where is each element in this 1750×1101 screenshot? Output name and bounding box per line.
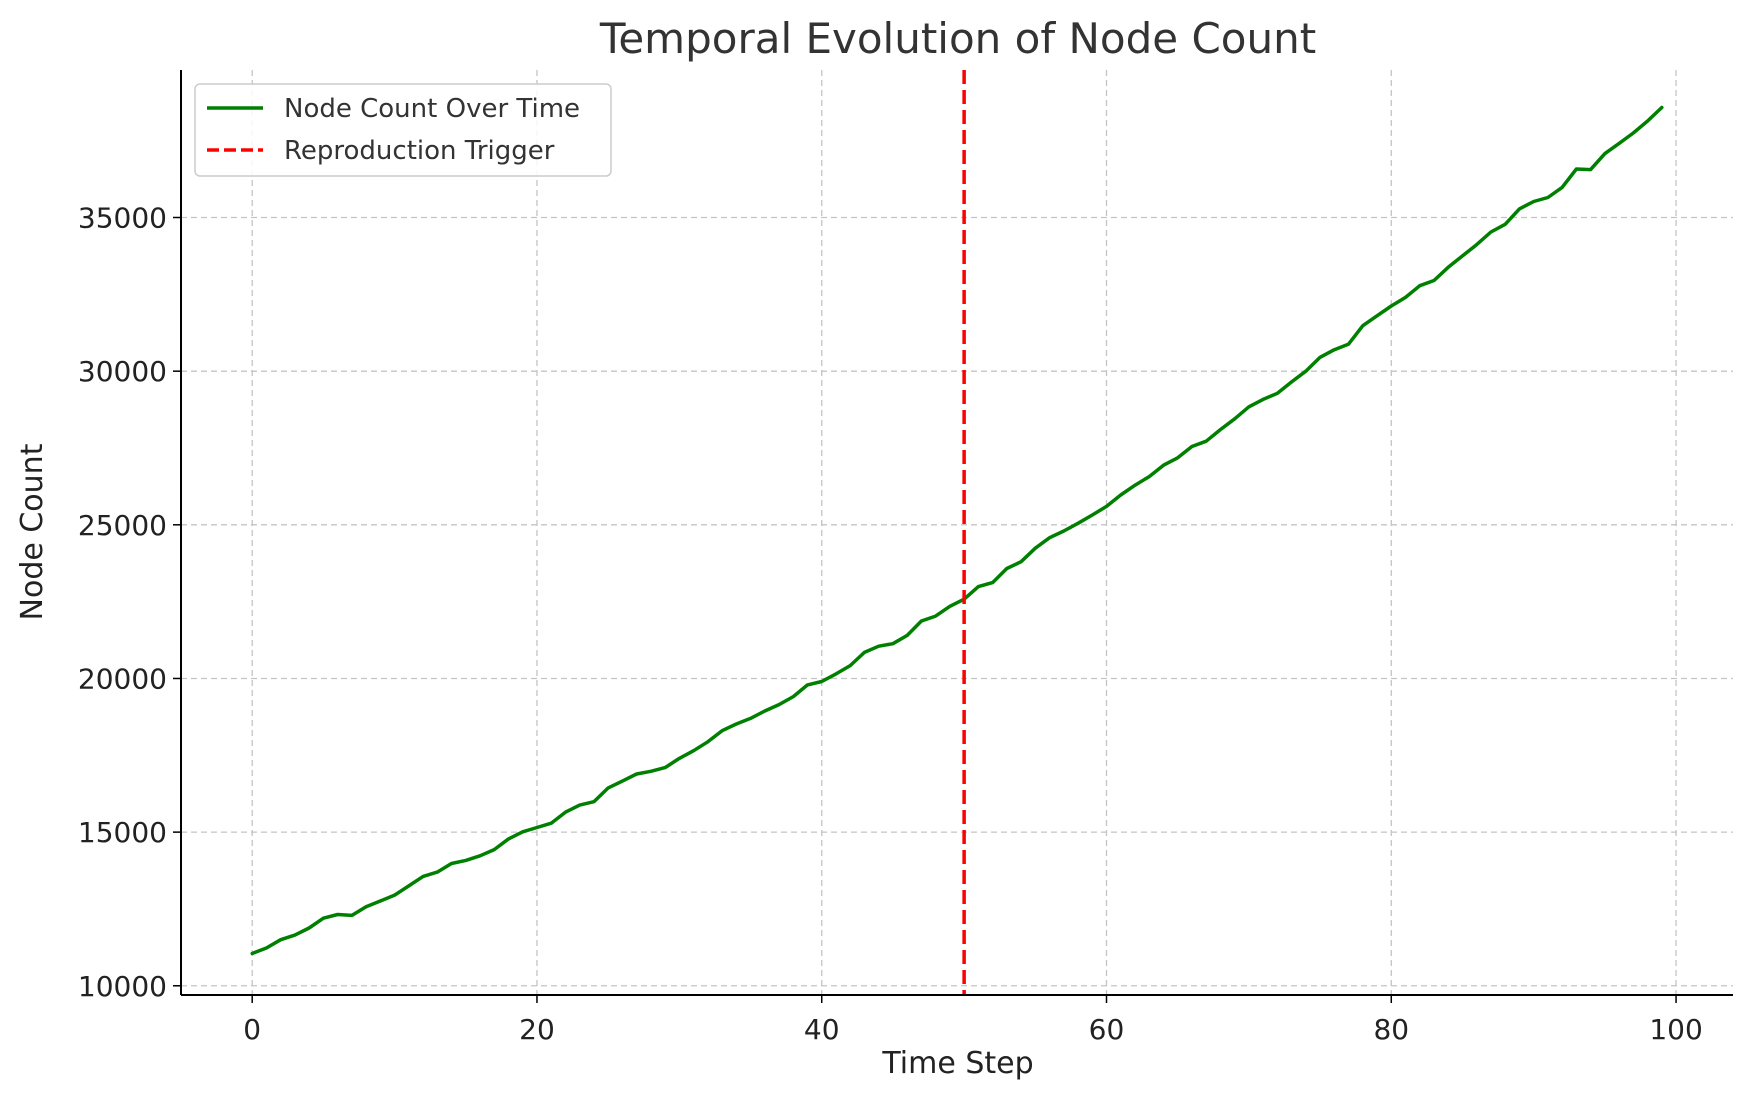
y-tick-label: 30000 xyxy=(78,355,167,388)
series-line-node-count xyxy=(250,105,1664,956)
legend-label-node-count: Node Count Over Time xyxy=(284,94,580,124)
x-tick-label: 100 xyxy=(1649,1013,1702,1046)
chart-title: Temporal Evolution of Node Count xyxy=(599,14,1316,63)
axes xyxy=(180,70,1733,996)
x-tick-label: 60 xyxy=(1089,1013,1125,1046)
y-axis-label: Node Count xyxy=(15,443,50,620)
grid xyxy=(181,70,1733,995)
y-tick-label: 10000 xyxy=(78,970,167,1003)
y-tick-label: 35000 xyxy=(78,202,167,235)
x-axis-label: Time Step xyxy=(881,1046,1033,1081)
legend: Node Count Over Time Reproduction Trigge… xyxy=(194,83,612,177)
x-tick-label: 20 xyxy=(519,1013,555,1046)
y-tick-label: 25000 xyxy=(78,509,167,542)
y-tick-label: 20000 xyxy=(78,662,167,695)
y-tick-label: 15000 xyxy=(78,816,167,849)
x-tick-label: 80 xyxy=(1373,1013,1409,1046)
legend-label-reproduction-trigger: Reproduction Trigger xyxy=(284,136,555,166)
legend-box xyxy=(194,83,612,177)
x-tick-label: 0 xyxy=(243,1013,261,1046)
x-tick-label: 40 xyxy=(804,1013,840,1046)
ticks: 0 20 40 60 80 100 10000 15000 20000 25000 30000 350… xyxy=(78,202,1703,1046)
